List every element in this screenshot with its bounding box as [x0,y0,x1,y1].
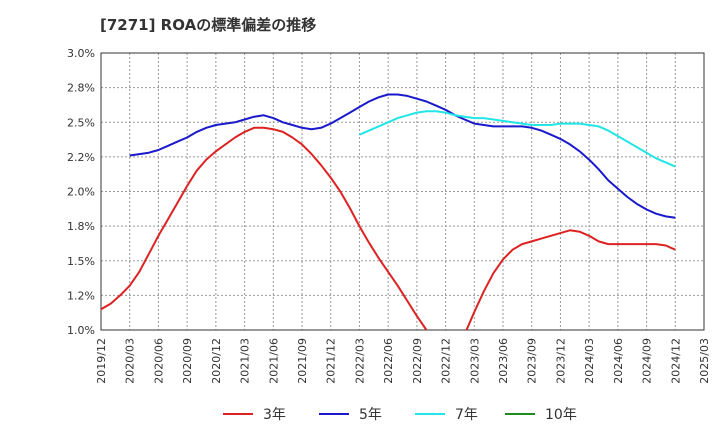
x-tick-label: 2022/06 [382,338,395,384]
x-tick-label: 2024/06 [612,338,625,384]
x-tick-label: 2019/12 [95,338,108,384]
y-tick-label: 2.8% [67,82,95,95]
legend-label-7年: 7年 [455,407,478,423]
x-tick-label: 2023/09 [526,338,539,384]
legend-label-3年: 3年 [263,407,286,423]
x-tick-label: 2024/09 [641,338,654,384]
legend-label-10年: 10年 [545,407,577,423]
x-tick-label: 2023/06 [497,338,510,384]
x-tick-label: 2023/03 [468,338,481,384]
x-tick-label: 2020/06 [152,338,165,384]
plot-frame [100,52,705,331]
series-line-5年 [129,93,676,219]
series-line-7年 [359,110,676,168]
series-line-3年 [101,126,676,330]
y-tick-label: 2.5% [67,116,95,129]
x-tick-label: 2021/09 [296,338,309,384]
chart-title: [7271] ROAの標準偏差の推移 [100,16,317,34]
x-tick-label: 2024/12 [669,338,682,384]
legend: 3年 5年 7年 10年 [223,407,577,423]
x-tick-label: 2022/12 [440,338,453,384]
y-tick-label: 2.0% [67,186,95,199]
x-tick-label: 2022/03 [353,338,366,384]
x-tick-label: 2020/09 [181,338,194,384]
x-tick-label: 2023/12 [554,338,567,384]
axis-layer: 1.0% 1.2% 1.5% 1.8% 2.0% 2.2% 2.5% 2.8% 3.0% 2019… [67,47,711,384]
y-tick-label: 1.0% [67,324,95,337]
x-tick-label: 2021/12 [325,338,338,384]
x-tick-label: 2020/12 [210,338,223,384]
x-tick-label: 2022/09 [411,338,424,384]
series-layer [101,93,676,330]
y-tick-label: 1.2% [67,289,95,302]
y-tick-label: 2.2% [67,151,95,164]
y-tick-label: 1.5% [67,255,95,268]
legend-label-5年: 5年 [359,407,382,423]
x-tick-label: 2024/03 [583,338,596,384]
x-tick-label: 2025/03 [698,338,711,384]
x-tick-label: 2020/03 [124,338,137,384]
x-tick-label: 2021/03 [239,338,252,384]
y-tick-label: 3.0% [67,47,95,60]
y-tick-label: 1.8% [67,220,95,233]
x-tick-label: 2021/06 [267,338,280,384]
